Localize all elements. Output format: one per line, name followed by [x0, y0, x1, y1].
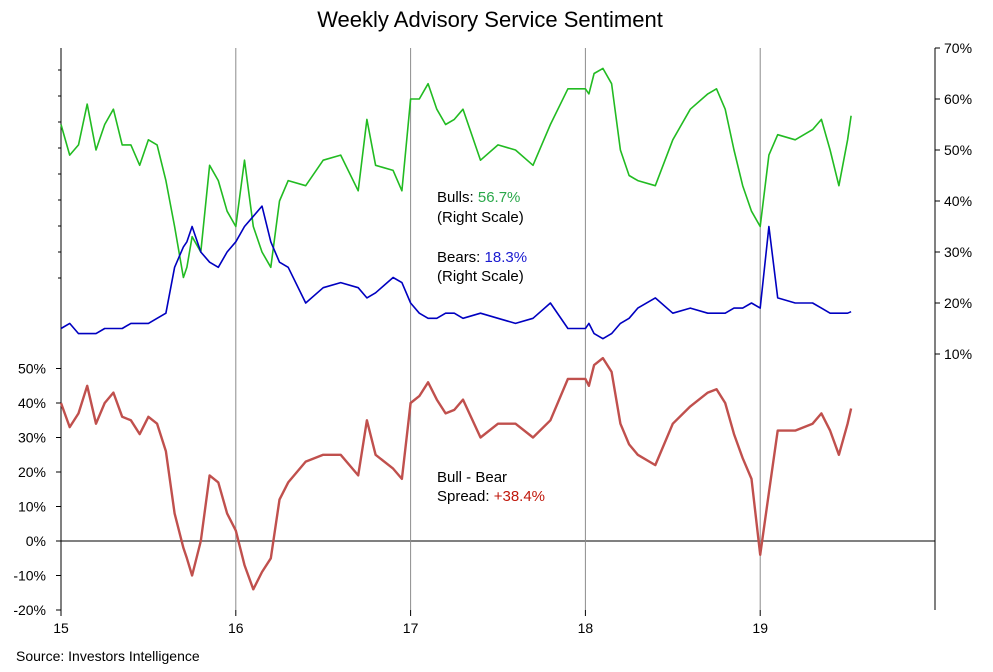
bulls-label: Bulls:	[437, 189, 478, 206]
source-note: Source: Investors Intelligence	[16, 648, 200, 664]
x-tick-label: 15	[53, 620, 69, 636]
spread-annotation-line2: Spread: +38.4%	[437, 488, 545, 505]
right-tick-label: 60%	[944, 91, 972, 107]
chart-title: Weekly Advisory Service Sentiment	[317, 7, 663, 32]
bulls-annotation: Bulls: 56.7%	[437, 189, 520, 206]
left-tick-label: 20%	[18, 464, 46, 480]
x-tick-label: 19	[752, 620, 768, 636]
bulls-value: 56.7%	[478, 189, 521, 206]
right-tick-label: 70%	[944, 40, 972, 56]
spread-line	[59, 356, 853, 591]
right-tick-label: 20%	[944, 295, 972, 311]
spread-annotation-line1: Bull - Bear	[437, 469, 507, 486]
left-tick-label: 10%	[18, 499, 46, 515]
x-tick-label: 18	[578, 620, 594, 636]
right-tick-label: 50%	[944, 142, 972, 158]
bears-line	[60, 205, 852, 340]
bears-annotation: Bears: 18.3%	[437, 249, 527, 266]
left-tick-label: 40%	[18, 395, 46, 411]
right-tick-label: 30%	[944, 244, 972, 260]
bulls-line	[60, 67, 852, 279]
left-tick-label: 0%	[26, 533, 46, 549]
left-tick-label: 50%	[18, 361, 46, 377]
bears-label: Bears:	[437, 249, 485, 266]
left-tick-label: -10%	[13, 568, 46, 584]
x-tick-label: 17	[403, 620, 419, 636]
x-tick-label: 16	[228, 620, 244, 636]
spread-label: Spread:	[437, 488, 494, 505]
bears-scale-note: (Right Scale)	[437, 268, 524, 285]
right-tick-label: 10%	[944, 346, 972, 362]
right-tick-label: 40%	[944, 193, 972, 209]
spread-value: +38.4%	[494, 488, 545, 505]
bears-value: 18.3%	[485, 249, 528, 266]
bulls-scale-note: (Right Scale)	[437, 209, 524, 226]
left-tick-label: 30%	[18, 430, 46, 446]
left-tick-label: -20%	[13, 602, 46, 618]
